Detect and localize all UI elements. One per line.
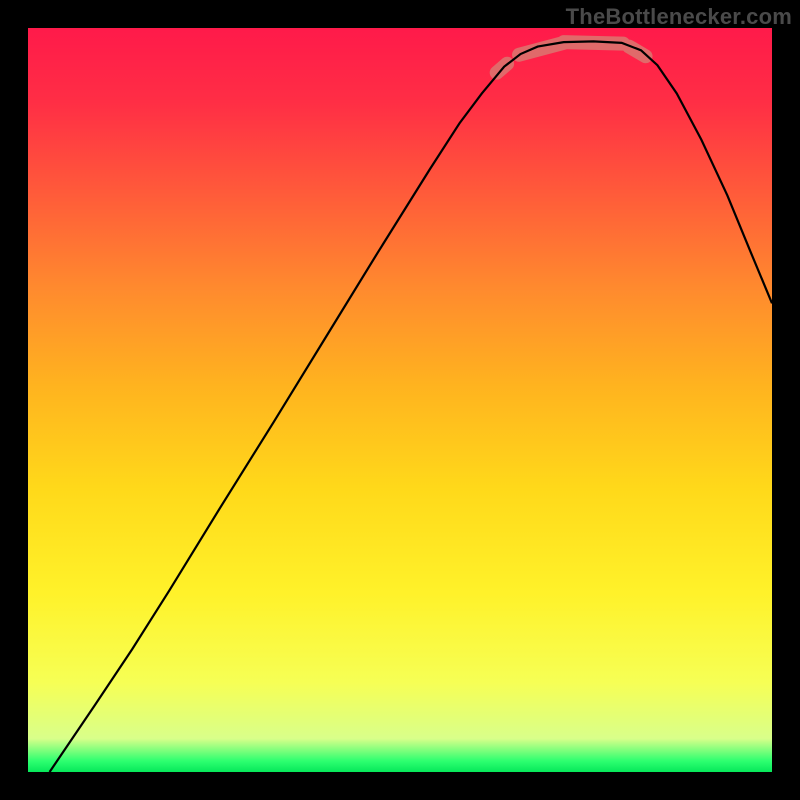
- plot-background: [28, 28, 772, 772]
- watermark-text: TheBottlenecker.com: [566, 4, 792, 30]
- chart-container: TheBottlenecker.com: [0, 0, 800, 800]
- bottleneck-curve-chart: [0, 0, 800, 800]
